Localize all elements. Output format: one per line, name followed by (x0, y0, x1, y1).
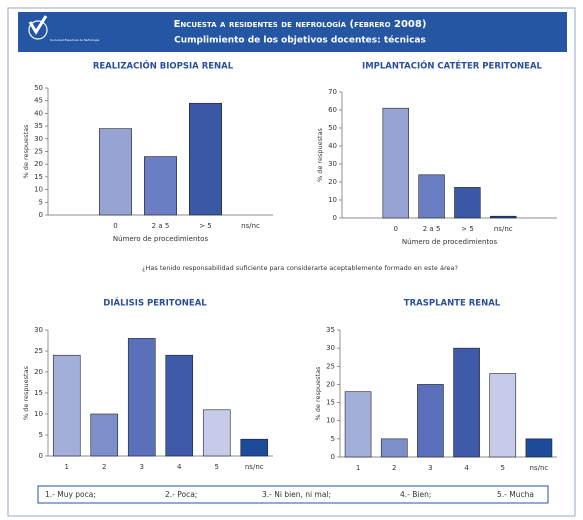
y-tick-label: 40 (34, 109, 43, 117)
x-tick-label: 5 (501, 464, 505, 472)
y-tick-label: 15 (326, 399, 335, 407)
y-tick-label: 10 (34, 186, 43, 194)
y-tick-label: 20 (34, 368, 43, 376)
y-tick-label: 0 (333, 214, 337, 222)
x-tick-label: 1 (65, 463, 69, 471)
bar (489, 373, 517, 458)
x-tick-label: ns/nc (494, 225, 513, 233)
x-tick-label: 3 (140, 463, 144, 471)
y-tick-label: 5 (39, 198, 43, 206)
x-tick-label: 5 (215, 463, 219, 471)
x-tick-label: 2 a 5 (152, 222, 170, 230)
bar (490, 215, 517, 219)
x-tick-label: 0 (394, 225, 398, 233)
bar (344, 391, 372, 458)
y-tick-label: 10 (328, 196, 337, 204)
y-tick-label: 20 (34, 160, 43, 168)
y-tick-label: 70 (328, 88, 337, 96)
logo-ring (28, 20, 48, 40)
y-tick-label: 25 (326, 362, 335, 370)
chart-title: DIÁLISIS PERITONEAL (103, 297, 207, 309)
bar (189, 102, 223, 216)
y-tick-label: 15 (34, 173, 43, 181)
bar (240, 438, 269, 457)
y-tick-label: 0 (331, 453, 335, 461)
y-tick-label: 30 (326, 344, 335, 352)
y-tick-label: 60 (328, 106, 337, 114)
bar (144, 156, 178, 216)
bar (202, 409, 231, 457)
y-tick-label: 20 (326, 380, 335, 388)
x-tick-label: 4 (464, 464, 469, 472)
y-tick-label: 30 (34, 326, 43, 334)
header-subtitle: Cumplimiento de los objetivos docentes: … (174, 35, 426, 46)
bar (52, 354, 81, 457)
chart-title: IMPLANTACIÓN CATÉTER PERITONEAL (362, 60, 543, 72)
x-tick-label: 4 (177, 463, 182, 471)
x-tick-label: 1 (356, 464, 360, 472)
chart-title: TRASPLANTE RENAL (404, 299, 501, 309)
legend-item: 4.- Bien; (400, 490, 431, 499)
x-tick-label: ns/nc (530, 464, 549, 472)
legend-item: 1.- Muy poca; (45, 490, 96, 499)
y-tick-label: 45 (34, 97, 43, 105)
legend-item: 3.- Ni bien, ni mal; (262, 490, 331, 499)
y-tick-label: 10 (34, 410, 43, 418)
y-tick-label: 0 (39, 452, 43, 460)
bar (453, 347, 480, 458)
legend-box (37, 485, 549, 504)
x-tick-label: 0 (113, 222, 117, 230)
x-axis-label: Número de procedimientos (113, 235, 209, 243)
y-tick-label: 10 (326, 417, 335, 425)
x-tick-label: > 5 (199, 222, 212, 230)
bar (418, 174, 445, 219)
y-tick-label: 5 (39, 431, 43, 439)
x-tick-label: ns/nc (245, 463, 264, 471)
bar (165, 354, 194, 457)
x-tick-label: 2 (392, 464, 396, 472)
x-tick-label: > 5 (461, 225, 474, 233)
logo-text: Sociedad Española de Nefrología (50, 38, 99, 42)
y-axis-label: % de respuestas (22, 365, 30, 420)
bar (382, 107, 409, 219)
y-tick-label: 35 (34, 122, 43, 130)
bar (99, 128, 133, 216)
y-tick-label: 40 (328, 142, 337, 150)
x-tick-label: 3 (428, 464, 432, 472)
question: ¿Has tenido responsabilidad suficiente p… (142, 264, 458, 272)
y-tick-label: 35 (326, 326, 335, 334)
bar (417, 384, 444, 458)
header-bar (18, 12, 567, 52)
y-axis-label: % de respuestas (314, 366, 322, 421)
y-tick-label: 15 (34, 389, 43, 397)
y-tick-label: 20 (328, 178, 337, 186)
y-tick-label: 25 (34, 347, 43, 355)
x-tick-label: 2 (102, 463, 106, 471)
bar (454, 187, 481, 219)
x-tick-label: ns/nc (241, 222, 260, 230)
chart-title: REALIZACIÓN BIOPSIA RENAL (93, 60, 234, 72)
header-title: Encuesta a residentes de nefrología (feb… (174, 19, 427, 30)
bar (127, 338, 156, 457)
y-tick-label: 50 (328, 124, 337, 132)
x-tick-label: 2 a 5 (423, 225, 441, 233)
legend-item: 5.- Mucha (497, 490, 534, 499)
logo (28, 15, 48, 35)
y-tick-label: 25 (34, 148, 43, 156)
y-tick-label: 30 (328, 160, 337, 168)
y-tick-label: 5 (331, 435, 335, 443)
bar (380, 438, 408, 458)
y-tick-label: 50 (34, 84, 43, 92)
y-tick-label: 0 (39, 211, 43, 219)
bar (90, 413, 119, 457)
y-tick-label: 30 (34, 135, 43, 143)
x-axis-label: Número de procedimientos (402, 238, 498, 246)
y-axis-label: % de respuestas (316, 127, 324, 182)
y-axis-label: % de respuestas (22, 124, 30, 179)
legend-item: 2.- Poca; (165, 490, 197, 499)
bar (525, 438, 553, 458)
